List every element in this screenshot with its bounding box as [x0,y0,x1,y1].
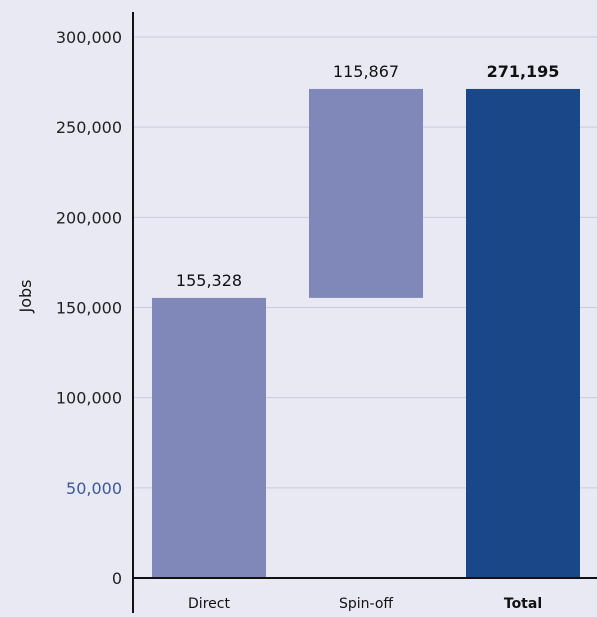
y-tick-label: 300,000 [56,28,122,47]
y-tick-label: 50,000 [66,479,122,498]
data-label: 271,195 [487,62,560,81]
x-tick-labels: Direct Spin-off Total [188,596,542,612]
data-labels: 155,328 115,867 271,195 [176,62,560,290]
y-tick-label: 250,000 [56,118,122,137]
data-label: 155,328 [176,271,242,290]
x-tick-label: Direct [188,596,230,612]
axes [132,12,597,613]
bar-total [466,88,580,579]
y-tick-label: 150,000 [56,299,122,318]
x-tick-label: Total [504,596,542,612]
y-tick-label: 100,000 [56,389,122,408]
y-tick-label: 0 [112,569,122,588]
y-axis-title: Jobs [16,280,35,314]
y-tick-labels: 0 50,000 100,000 150,000 200,000 250,000 300,0… [56,28,122,588]
data-label: 115,867 [333,62,399,81]
bar-direct [152,297,266,578]
y-tick-label: 200,000 [56,208,122,227]
bars [152,88,580,579]
bar-spin-off [309,88,423,298]
x-tick-label: Spin-off [339,596,393,612]
